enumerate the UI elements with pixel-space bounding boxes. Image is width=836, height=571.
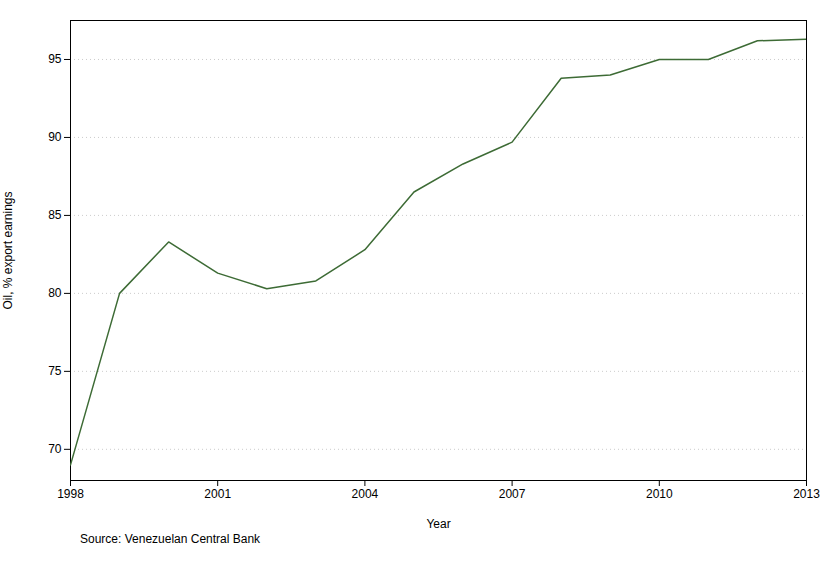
svg-text:2010: 2010 bbox=[646, 487, 673, 501]
svg-text:Oil, % export earnings: Oil, % export earnings bbox=[1, 191, 15, 309]
svg-text:2007: 2007 bbox=[499, 487, 526, 501]
svg-text:80: 80 bbox=[48, 286, 62, 300]
svg-text:90: 90 bbox=[48, 130, 62, 144]
svg-text:2004: 2004 bbox=[352, 487, 379, 501]
html-text:Source: Venezuelan Central Ban: Source: Venezuelan Central Bank bbox=[80, 532, 261, 546]
svg-text:95: 95 bbox=[48, 52, 62, 66]
svg-text:1998: 1998 bbox=[57, 487, 84, 501]
svg-text:70: 70 bbox=[48, 442, 62, 456]
svg-text:2013: 2013 bbox=[793, 487, 820, 501]
svg-text:Year: Year bbox=[426, 517, 450, 531]
svg-text:2001: 2001 bbox=[204, 487, 231, 501]
svg-text:85: 85 bbox=[48, 208, 62, 222]
svg-text:75: 75 bbox=[48, 364, 62, 378]
